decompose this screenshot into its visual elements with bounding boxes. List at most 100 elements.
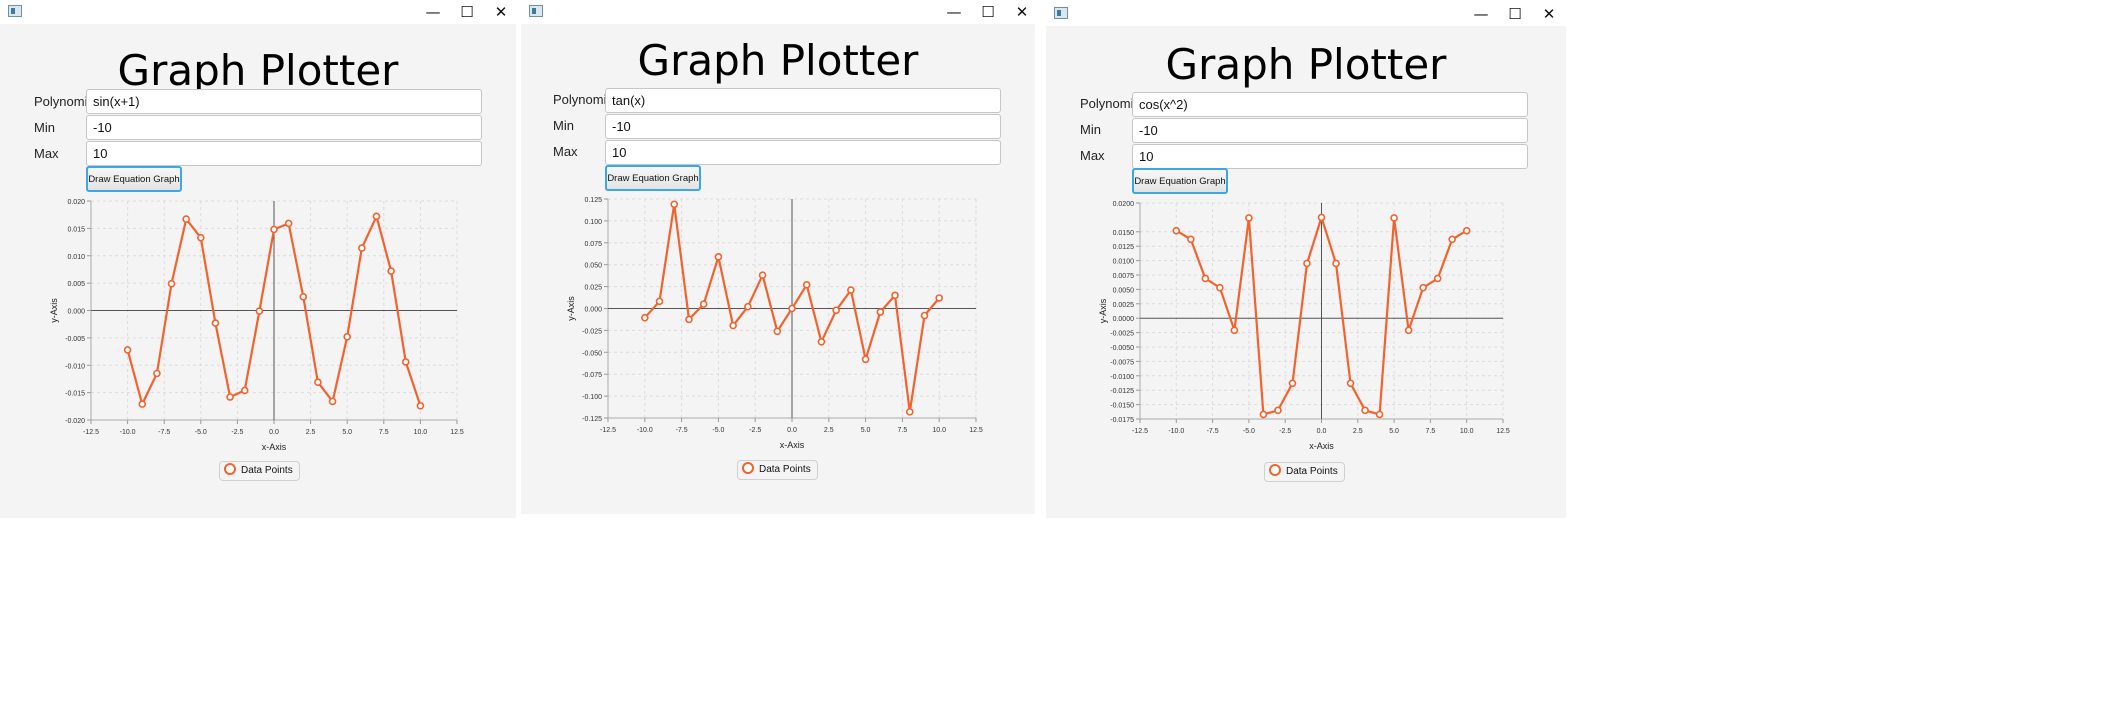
data-point[interactable] [920,311,929,320]
data-point[interactable] [655,297,664,306]
max-input[interactable] [605,140,1001,165]
maximize-button[interactable]: ☐ [460,3,474,21]
x-tick-label: -5.0 [1243,428,1255,435]
line-chart: 0.02000.01500.01250.01000.00750.00500.00… [1098,201,1510,451]
data-point[interactable] [1216,283,1224,292]
data-point[interactable] [847,286,855,294]
data-point[interactable] [1346,379,1355,388]
data-point[interactable] [1433,274,1442,283]
y-tick-label: 0.0100 [1113,259,1135,266]
data-point[interactable] [314,378,322,387]
data-point[interactable] [714,253,723,261]
data-point[interactable] [343,332,352,341]
y-axis-label: y-Axis [49,298,59,323]
data-point[interactable] [1390,214,1398,222]
data-point[interactable] [197,233,205,242]
data-point[interactable] [905,408,914,416]
data-point[interactable] [299,293,308,301]
min-input[interactable] [1132,118,1528,143]
data-point[interactable] [1419,283,1427,292]
x-tick-label: 0.0 [787,427,797,434]
data-point[interactable] [270,225,278,234]
max-input[interactable] [1132,144,1528,169]
data-point[interactable] [832,306,840,315]
x-tick-label: -2.5 [231,429,243,436]
data-point[interactable] [284,219,293,228]
data-point[interactable] [729,321,737,330]
close-button[interactable]: ✕ [494,3,508,21]
data-point[interactable] [876,308,885,316]
polynomial-input[interactable] [1132,92,1528,117]
data-point[interactable] [1274,406,1282,415]
data-point[interactable] [641,313,649,322]
draw-equation-graph-button[interactable]: Draw Equation Graph [605,165,701,191]
y-tick-label: -0.0075 [1110,359,1134,366]
minimize-button[interactable]: — [1473,5,1489,23]
data-point[interactable] [670,200,679,209]
data-point[interactable] [401,358,410,366]
data-point[interactable] [138,400,147,408]
draw-equation-graph-button[interactable]: Draw Equation Graph [1132,168,1228,194]
data-point[interactable] [891,291,899,300]
data-point[interactable] [328,397,337,406]
minimize-button[interactable]: — [425,3,441,21]
maximize-button[interactable]: ☐ [981,3,995,21]
data-point[interactable] [773,327,782,336]
data-point[interactable] [685,315,693,324]
maximize-button[interactable]: ☐ [1508,5,1522,23]
data-point[interactable] [935,294,944,302]
data-point[interactable] [1230,326,1239,335]
y-tick-label: 0.000 [67,309,85,316]
data-point[interactable] [182,215,190,223]
data-point[interactable] [255,307,264,315]
title-bar: — ☐ ✕ [0,0,516,24]
data-point[interactable] [1259,410,1268,419]
data-point[interactable] [123,346,132,354]
min-input[interactable] [605,114,1001,139]
y-tick-label: 0.0150 [1113,230,1135,237]
min-input[interactable] [86,115,482,140]
close-button[interactable]: ✕ [1015,3,1029,21]
data-point[interactable] [699,300,708,308]
polynomial-input[interactable] [605,88,1001,113]
data-point[interactable] [817,337,826,346]
data-point[interactable] [1332,259,1340,268]
data-point[interactable] [1187,235,1195,244]
data-point[interactable] [211,319,220,327]
data-point[interactable] [1201,274,1210,283]
data-point[interactable] [416,401,425,410]
y-tick-label: -0.0050 [1110,345,1134,352]
data-point[interactable] [240,386,249,395]
data-point[interactable] [1462,226,1471,235]
data-point[interactable] [1245,214,1253,222]
data-point[interactable] [1303,259,1311,268]
data-point[interactable] [1448,235,1456,244]
data-point[interactable] [1361,406,1369,415]
data-point[interactable] [758,271,767,280]
data-point[interactable] [1375,410,1384,419]
data-point[interactable] [358,244,366,252]
close-button[interactable]: ✕ [1542,5,1556,23]
data-point[interactable] [1317,213,1326,222]
minimize-button[interactable]: — [946,3,962,21]
x-tick-label: 7.5 [898,427,908,434]
legend-symbol-icon [1269,464,1281,477]
data-point[interactable] [861,355,870,364]
data-point[interactable] [153,369,161,378]
data-point[interactable] [372,212,381,221]
data-point[interactable] [1172,226,1181,235]
data-point[interactable] [1404,326,1413,335]
data-point[interactable] [387,267,395,275]
data-point[interactable] [744,302,752,311]
y-tick-label: 0.005 [67,281,85,288]
max-input[interactable] [86,141,482,166]
app-icon [8,5,22,17]
x-tick-label: 0.0 [1317,428,1327,435]
data-point[interactable] [167,279,176,288]
draw-equation-graph-button[interactable]: Draw Equation Graph [86,166,182,192]
data-point[interactable] [788,304,796,313]
polynomial-input[interactable] [86,89,482,114]
data-point[interactable] [226,393,234,401]
data-point[interactable] [1288,379,1297,388]
data-point[interactable] [802,281,811,289]
